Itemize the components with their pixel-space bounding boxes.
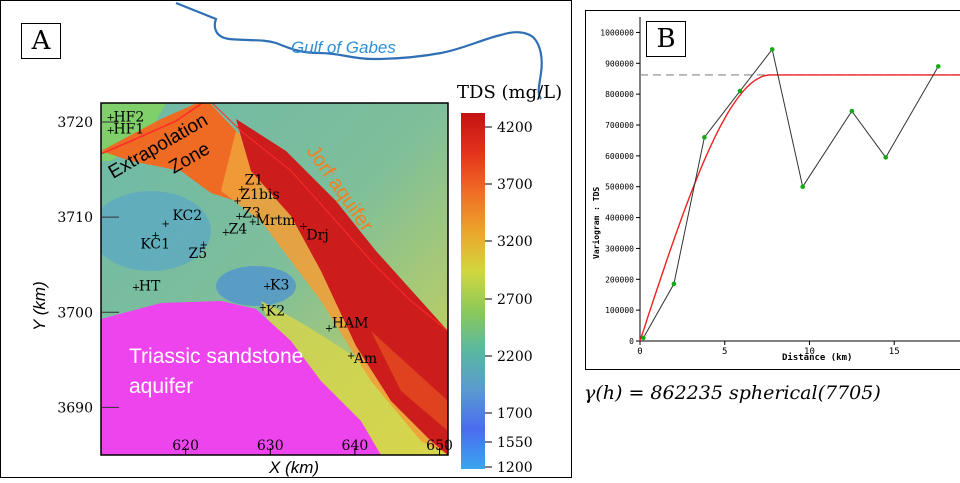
- tds-map: Gulf of Gabes Extrapol: [30, 1, 562, 477]
- sample-label: Am: [353, 351, 377, 367]
- colorbar-tick-label: 1700: [497, 406, 533, 422]
- sample-marker: +: [238, 185, 246, 196]
- y-tick-label: 3700: [57, 305, 93, 321]
- sample-marker: +: [259, 303, 267, 314]
- y-axis-label: Y (km): [30, 281, 49, 331]
- experimental-point: [883, 155, 889, 160]
- coastline: [175, 1, 543, 100]
- sample-label: K3: [270, 278, 289, 294]
- variogram-y-tick-label: 600000: [605, 152, 634, 161]
- variogram-y-tick-label: 300000: [605, 244, 634, 253]
- sample-label: Z5: [189, 246, 208, 262]
- sample-marker: +: [132, 283, 140, 294]
- variogram-x-tick-label: 0: [637, 347, 642, 357]
- triassic-label: Triassic sandstone aquifer: [129, 345, 303, 398]
- sample-marker: +: [200, 240, 208, 251]
- variogram-chart: 0 5 10 15 0 100000 200000 300000 400000 500000 600…: [591, 17, 960, 363]
- colorbar-tick-label: 2200: [497, 349, 533, 365]
- variogram-y-tick-label: 1000000: [600, 28, 634, 37]
- sample-marker: +: [233, 196, 241, 207]
- sample-points: +HF2+HF1+Z1+Z1bis+Z3+Mrtm+Z4+Z5+KC2+KC1+…: [106, 109, 377, 367]
- spherical-model-curve: [639, 74, 960, 342]
- sample-marker: +: [325, 324, 333, 335]
- experimental-point: [671, 281, 677, 287]
- sample-label: Drj: [306, 228, 328, 244]
- sample-label: Z1bis: [240, 187, 279, 203]
- experimental-point: [737, 88, 743, 94]
- sample-label: Z3: [242, 205, 261, 221]
- variogram-y-tick-label: 900000: [605, 59, 634, 68]
- variogram-y-tick-label: 200000: [605, 275, 634, 284]
- sample-label: HF2: [113, 109, 144, 125]
- sample-label: Mrtm: [256, 213, 296, 229]
- x-tick-label: 630: [257, 438, 284, 454]
- experimental-point: [641, 335, 646, 341]
- triassic-zone: [101, 301, 381, 455]
- variogram-y-tick-label: 100000: [605, 306, 634, 315]
- panel-b: 0 5 10 15 0 100000 200000 300000 400000 500000 600…: [585, 10, 960, 370]
- experimental-point: [702, 135, 707, 140]
- sample-marker: +: [151, 230, 159, 241]
- sample-marker: +: [299, 222, 307, 233]
- experimental-point: [935, 64, 941, 69]
- colorbar-tick-label: 1200: [497, 460, 533, 476]
- variogram-y-label: Variogram : TDS: [591, 187, 601, 259]
- colorbar: [461, 113, 485, 469]
- colorbar-tick-label: 4200: [497, 120, 533, 136]
- y-tick-label: 3710: [57, 210, 93, 226]
- sample-label: K2: [266, 304, 285, 320]
- x-axis-label: X (km): [268, 458, 319, 477]
- panel-b-letter: B: [646, 21, 686, 57]
- sea-label: Gulf of Gabes: [291, 38, 396, 57]
- variogram-axes: 0 5 10 15 0 100000 200000 300000 400000 500000 600…: [600, 17, 960, 357]
- variogram-y-tick-label: 400000: [605, 214, 634, 223]
- x-tick-label: 640: [342, 438, 369, 454]
- colorbar-title: TDS (mg/L): [457, 82, 562, 103]
- experimental-point: [800, 184, 805, 190]
- colorbar-ticks: 4200 3700 3200 2700 2200 1700 1550 1200: [485, 120, 533, 476]
- variogram-x-label: Distance (km): [782, 352, 852, 363]
- sample-label: HAM: [332, 316, 369, 332]
- experimental-point: [849, 108, 855, 114]
- panel-a-letter: A: [21, 23, 61, 59]
- sample-marker: +: [263, 282, 271, 293]
- variogram-y-tick-label: 800000: [605, 90, 634, 99]
- sample-label: HF1: [113, 122, 144, 138]
- sample-marker: +: [249, 217, 257, 228]
- sample-label: KC1: [140, 236, 170, 252]
- y-tick-label: 3690: [57, 400, 93, 416]
- sample-label: Z4: [229, 221, 248, 237]
- sample-marker: +: [106, 126, 114, 137]
- map-field: [101, 103, 448, 455]
- y-tick-label: 3720: [57, 115, 93, 131]
- x-tick-label: 620: [172, 438, 199, 454]
- sample-marker: +: [161, 219, 169, 230]
- sample-label: KC2: [172, 208, 202, 224]
- colorbar-tick-label: 2700: [497, 292, 533, 308]
- variogram-y-tick-label: 700000: [605, 121, 634, 130]
- experimental-points: [641, 47, 941, 341]
- variogram-y-tick-label: 500000: [605, 183, 634, 192]
- panel-a: Gulf of Gabes Extrapol: [0, 0, 572, 478]
- variogram-x-tick-label: 10: [804, 347, 815, 357]
- sample-label: HT: [139, 279, 161, 295]
- variogram-y-tick-label: 0: [629, 337, 634, 346]
- map-axes: 620 630 640 650 3690 3700 3710 3720: [57, 115, 453, 455]
- colorbar-tick-label: 3700: [497, 177, 533, 193]
- experimental-variogram-line: [642, 48, 939, 339]
- variogram-formula: γ(h) = 862235 spherical(7705): [584, 382, 881, 404]
- sample-marker: +: [106, 112, 114, 123]
- variogram-x-tick-label: 5: [722, 347, 727, 357]
- x-tick-label: 650: [426, 438, 453, 454]
- variogram-x-tick-label: 15: [889, 347, 900, 357]
- colorbar-tick-label: 3200: [497, 234, 533, 250]
- sample-label: Z1: [245, 173, 264, 189]
- sample-marker: +: [347, 351, 355, 362]
- sample-marker: +: [222, 227, 230, 238]
- experimental-point: [769, 47, 775, 52]
- sample-marker: +: [235, 211, 243, 222]
- colorbar-tick-label: 1550: [497, 435, 533, 451]
